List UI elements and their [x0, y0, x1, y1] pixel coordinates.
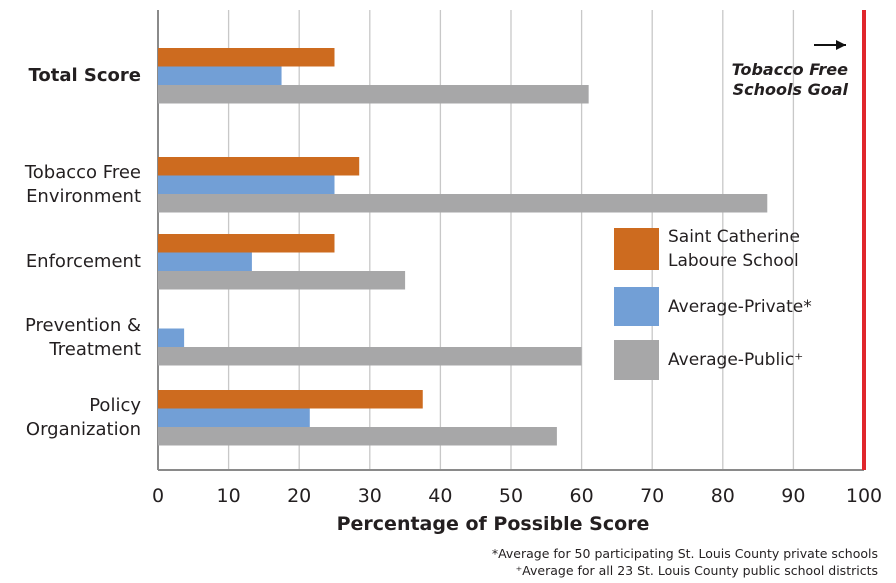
x-tick-label: 90: [781, 485, 805, 507]
bar: [158, 328, 185, 347]
x-axis-title: Percentage of Possible Score: [337, 513, 650, 535]
y-tick-label: Policy Organization: [25, 394, 141, 440]
bar: [158, 427, 557, 446]
bar: [158, 175, 335, 194]
legend-label: Average-Private*: [668, 296, 812, 317]
x-tick-label: 40: [428, 485, 452, 507]
legend-swatch: [614, 287, 659, 326]
x-tick-label: 20: [287, 485, 311, 507]
bar: [158, 390, 423, 409]
footnote: ⁺Average for all 23 St. Louis County pub…: [515, 563, 878, 578]
bar: [158, 157, 360, 176]
x-tick-label: 100: [846, 485, 882, 507]
legend-label: Saint Catherine Laboure School: [668, 227, 800, 271]
x-tick-label: 0: [152, 485, 164, 507]
x-tick-label: 30: [358, 485, 382, 507]
bar: [158, 66, 282, 85]
goal-arrow-head: [836, 40, 846, 50]
footnote: *Average for 50 participating St. Louis …: [491, 546, 878, 561]
x-tick-label: 80: [711, 485, 735, 507]
bar: [158, 85, 589, 104]
legend-label: Average-Public⁺: [668, 350, 804, 370]
bar: [158, 194, 768, 213]
x-tick-label: 60: [570, 485, 594, 507]
x-tick-label: 50: [499, 485, 523, 507]
bar: [158, 252, 252, 271]
bar: [158, 408, 310, 427]
bar: [158, 347, 582, 366]
y-tick-label: Tobacco Free Environment: [24, 161, 141, 207]
bar: [158, 271, 406, 290]
y-tick-label: Prevention & Treatment: [25, 314, 141, 360]
legend-swatch: [614, 228, 659, 270]
legend-swatch: [614, 340, 659, 380]
bar: [158, 234, 335, 253]
y-tick-label: Enforcement: [25, 250, 141, 272]
bar: [158, 48, 335, 67]
x-tick-label: 70: [640, 485, 664, 507]
y-tick-label: Total Score: [28, 64, 141, 86]
x-tick-label: 10: [217, 485, 241, 507]
goal-label: Tobacco Free Schools Goal: [731, 60, 848, 99]
